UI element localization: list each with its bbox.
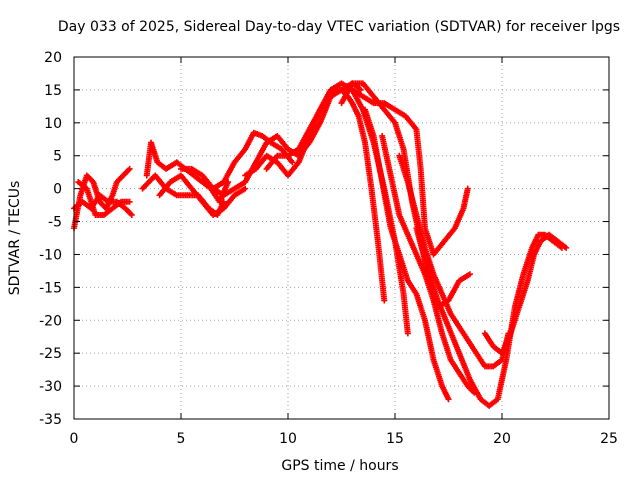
tick-layer: 0 5 10 15 20 25 -35 -30 -25 -20 -15 -10 -5 0 5 10 15 20 (39, 50, 618, 447)
data-point-marker (445, 396, 452, 403)
series-arc-14 (379, 132, 478, 396)
grid-layer (74, 57, 609, 419)
y-tick-label: 5 (53, 149, 62, 165)
x-axis-title: GPS time / hours (281, 458, 398, 474)
data-layer (71, 80, 570, 409)
chart-title: Day 033 of 2025, Sidereal Day-to-day VTE… (58, 19, 620, 35)
data-point-marker (126, 165, 133, 172)
y-axis-title: SDTVAR / TECUs (7, 181, 23, 296)
y-tick-label: -30 (39, 379, 62, 395)
data-point-marker (466, 271, 473, 278)
series-arc-12 (349, 86, 471, 258)
y-tick-label: -15 (39, 280, 62, 296)
plot-frame (73, 56, 610, 420)
y-tick-label: 20 (44, 50, 62, 66)
x-tick-label: 5 (177, 431, 186, 447)
series-arc-6 (156, 172, 249, 218)
x-tick-label: 0 (70, 431, 79, 447)
data-point-marker (242, 185, 249, 192)
y-tick-label: 15 (44, 83, 62, 99)
data-point-marker (404, 330, 411, 337)
series-arc-13 (362, 106, 452, 403)
data-point-marker (126, 198, 133, 205)
y-tick-label: -5 (48, 215, 62, 231)
data-point-marker (357, 86, 364, 93)
series-arc-15 (396, 152, 512, 370)
data-point-marker (563, 244, 570, 251)
x-tick-label: 25 (600, 431, 618, 447)
data-point-marker (289, 159, 296, 166)
series-arc-17 (481, 231, 570, 357)
y-tick-label: -10 (39, 247, 62, 263)
data-point-marker (128, 211, 135, 218)
data-point-marker (381, 297, 388, 304)
x-tick-label: 10 (279, 431, 297, 447)
x-tick-label: 15 (386, 431, 404, 447)
data-point-marker (464, 185, 471, 192)
y-tick-label: -35 (39, 412, 62, 428)
y-tick-label: -20 (39, 313, 62, 329)
x-tick-label: 20 (493, 431, 511, 447)
y-tick-label: 0 (53, 182, 62, 198)
y-tick-label: 10 (44, 116, 62, 132)
y-tick-label: -25 (39, 346, 62, 362)
series-arc-8 (210, 80, 364, 199)
series-arc-3 (75, 179, 133, 218)
